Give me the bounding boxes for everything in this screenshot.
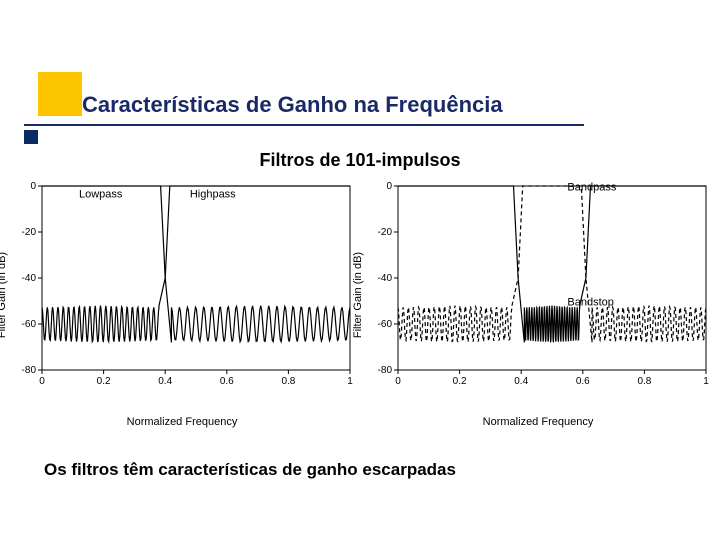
footer-text: Os filtros têm características de ganho … <box>44 460 456 480</box>
svg-text:0: 0 <box>386 181 392 192</box>
svg-text:0.8: 0.8 <box>281 376 295 387</box>
svg-text:0.4: 0.4 <box>514 376 528 387</box>
chart-left-svg: 0 0.2 0.4 0.6 0.8 1 -80 -60 -40 -20 0 Lowpass Highpa… <box>8 180 356 390</box>
svg-text:-60: -60 <box>22 319 37 330</box>
charts-row: Filter Gain (in dB) Normalized Frequency… <box>8 180 712 410</box>
chart-right-svg: 0 0.2 0.4 0.6 0.8 1 -80 -60 -40 -20 0 Bandpass Bands… <box>364 180 712 390</box>
svg-text:0.6: 0.6 <box>220 376 234 387</box>
svg-text:-80: -80 <box>22 365 37 376</box>
xlabel-left: Normalized Frequency <box>127 416 238 428</box>
svg-text:-40: -40 <box>22 273 37 284</box>
decor-bullet <box>24 130 38 144</box>
page-subtitle: Filtros de 101-impulsos <box>0 150 720 171</box>
svg-text:0: 0 <box>30 181 36 192</box>
svg-text:0.4: 0.4 <box>158 376 172 387</box>
svg-text:Lowpass: Lowpass <box>79 189 123 201</box>
svg-text:-80: -80 <box>378 365 393 376</box>
decor-square <box>38 72 82 116</box>
svg-text:Highpass: Highpass <box>190 189 236 201</box>
ylabel-right: Filter Gain (in dB) <box>352 252 364 338</box>
title-rule <box>24 124 584 126</box>
chart-left: Filter Gain (in dB) Normalized Frequency… <box>8 180 356 410</box>
svg-text:0.8: 0.8 <box>637 376 651 387</box>
svg-text:0: 0 <box>395 376 401 387</box>
svg-text:0.6: 0.6 <box>576 376 590 387</box>
svg-text:0.2: 0.2 <box>97 376 111 387</box>
svg-text:-40: -40 <box>378 273 393 284</box>
svg-text:-60: -60 <box>378 319 393 330</box>
svg-text:Bandstop: Bandstop <box>567 297 613 309</box>
xlabel-right: Normalized Frequency <box>483 416 594 428</box>
svg-text:-20: -20 <box>378 227 393 238</box>
svg-text:0.2: 0.2 <box>453 376 467 387</box>
svg-text:-20: -20 <box>22 227 37 238</box>
chart-right: Filter Gain (in dB) Normalized Frequency… <box>364 180 712 410</box>
ylabel-left: Filter Gain (in dB) <box>0 252 8 338</box>
svg-text:0: 0 <box>39 376 45 387</box>
svg-text:1: 1 <box>703 376 709 387</box>
page-title: Características de Ganho na Frequência <box>82 92 503 118</box>
svg-text:Bandpass: Bandpass <box>567 182 616 194</box>
svg-text:1: 1 <box>347 376 353 387</box>
